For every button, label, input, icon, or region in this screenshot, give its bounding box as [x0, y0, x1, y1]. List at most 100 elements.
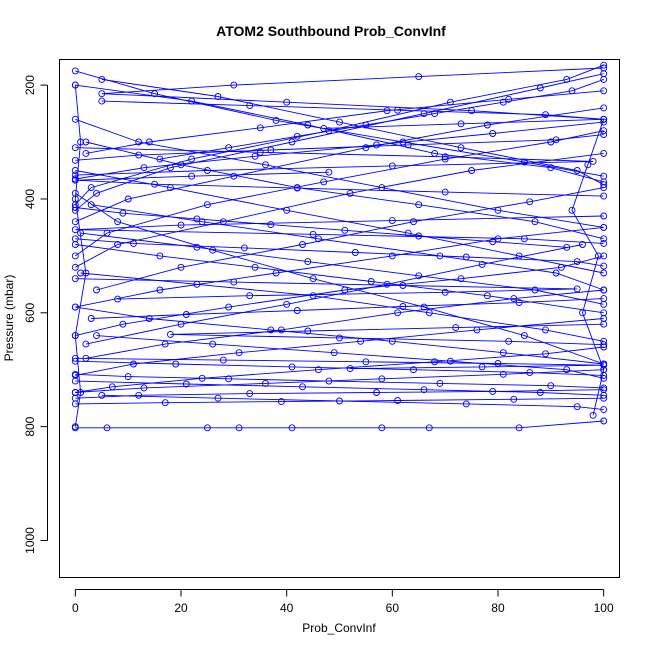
data-point [71, 144, 79, 152]
series-line [101, 394, 604, 411]
series-line [80, 272, 604, 342]
data-point [336, 334, 343, 342]
data-point [251, 263, 259, 271]
data-point [135, 391, 143, 399]
data-point [277, 326, 285, 334]
data-point [130, 239, 137, 247]
data-point [77, 269, 85, 277]
series-line [75, 226, 604, 308]
data-point [520, 332, 528, 340]
data-point [483, 121, 491, 129]
data-point [410, 366, 417, 374]
data-point [124, 373, 132, 381]
data-point [246, 102, 254, 110]
data-point [441, 188, 449, 196]
data-point [542, 111, 549, 119]
data-point [267, 146, 275, 154]
data-point [193, 243, 201, 251]
data-point [182, 380, 190, 388]
data-point [510, 395, 518, 403]
data-point [499, 370, 507, 378]
series-40 [71, 131, 608, 164]
series-39 [98, 97, 608, 132]
data-point [600, 184, 608, 192]
data-point [246, 292, 254, 300]
data-point [452, 324, 460, 332]
data-point [362, 121, 370, 129]
data-point [441, 153, 449, 161]
series-line [571, 119, 605, 416]
data-point [378, 424, 386, 432]
data-point [114, 218, 122, 226]
series-line [75, 278, 578, 300]
data-point [547, 164, 555, 172]
series-15 [71, 241, 608, 317]
series-line [85, 141, 604, 240]
y-tick-label: 400 [23, 189, 37, 209]
data-point [309, 230, 317, 238]
series-line [75, 357, 604, 370]
data-point [600, 223, 608, 231]
data-point [600, 127, 608, 135]
x-tick-label: 80 [491, 601, 505, 615]
data-point [600, 269, 608, 277]
series-10 [71, 149, 608, 271]
data-point [299, 383, 306, 391]
series-21 [93, 332, 608, 382]
data-point [600, 118, 608, 126]
data-point [579, 241, 586, 248]
data-point [256, 148, 264, 156]
y-tick-label: 800 [23, 416, 37, 436]
data-point [103, 424, 111, 432]
data-point [71, 263, 79, 271]
series-line [91, 298, 604, 319]
data-point [568, 87, 576, 95]
data-point [394, 106, 402, 114]
data-point [98, 97, 106, 105]
series-8 [71, 127, 608, 260]
data-point [547, 382, 555, 390]
data-point [457, 144, 465, 152]
data-point [156, 286, 164, 294]
series-18 [82, 286, 608, 362]
series-36 [166, 320, 608, 349]
data-point [71, 275, 79, 283]
series-34 [71, 212, 608, 247]
data-point [77, 229, 85, 237]
data-point [600, 87, 608, 95]
data-point [172, 360, 180, 368]
data-point [214, 93, 222, 100]
data-point [314, 366, 322, 374]
series-47 [82, 241, 586, 348]
data-point [457, 275, 465, 283]
data-point [277, 398, 285, 406]
data-point [82, 340, 90, 348]
series-line [159, 78, 604, 160]
data-point [515, 424, 523, 432]
series-44 [77, 229, 608, 308]
data-point [151, 180, 159, 188]
x-tick-label: 100 [594, 601, 614, 615]
data-point [600, 192, 608, 200]
data-point [494, 360, 502, 367]
data-point [188, 172, 196, 180]
plot-area [71, 61, 608, 432]
series-line [101, 67, 604, 120]
data-point [114, 241, 122, 248]
data-point [373, 389, 380, 396]
series-line [101, 78, 604, 186]
data-point [71, 204, 79, 211]
data-point [272, 116, 280, 124]
data-point [225, 303, 233, 311]
x-tick-label: 40 [280, 601, 294, 615]
data-point [293, 132, 301, 140]
data-point [71, 206, 79, 214]
plot-frame [59, 59, 620, 578]
data-point [140, 164, 148, 172]
series-48 [156, 75, 608, 163]
data-point [177, 320, 185, 328]
data-point [346, 365, 354, 373]
data-point [600, 239, 608, 247]
data-point [145, 138, 153, 146]
y-axis: 200 400 600 800 1000 [23, 75, 48, 554]
